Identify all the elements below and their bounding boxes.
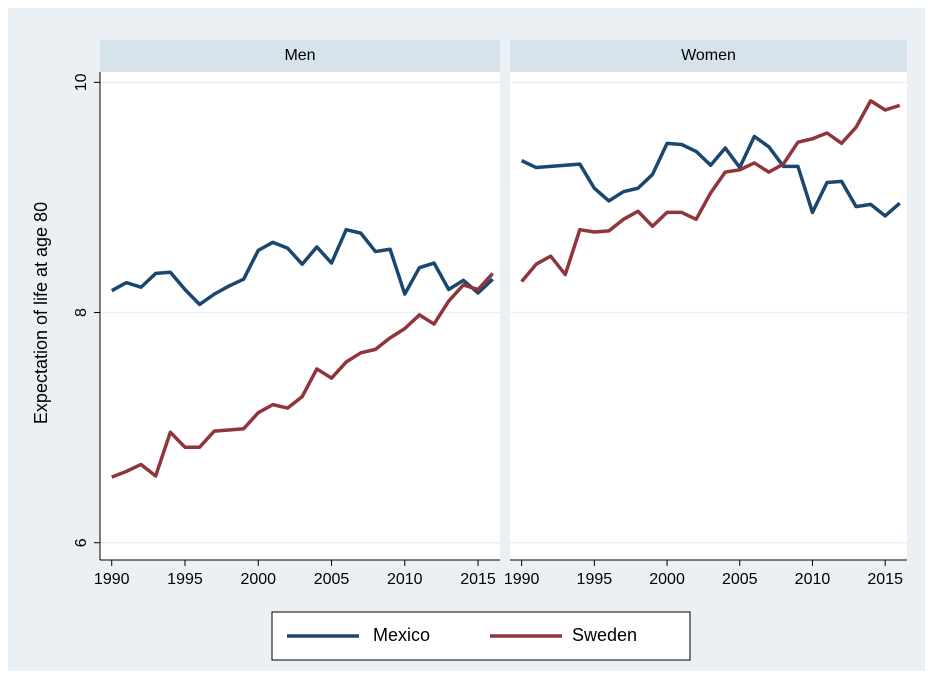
series-line <box>110 227 494 307</box>
x-tick-label: 2010 <box>795 571 831 588</box>
x-tick-label: 1995 <box>167 571 203 588</box>
y-tick-label: 6 <box>73 538 90 547</box>
panel-header <box>510 40 907 72</box>
x-tick-label: 2000 <box>649 571 685 588</box>
legend-label: Mexico <box>373 625 430 645</box>
series-line <box>520 134 901 218</box>
series-line <box>520 99 901 283</box>
x-tick-label: 1995 <box>577 571 613 588</box>
y-tick-label: 8 <box>73 308 90 317</box>
x-tick-label: 2000 <box>240 571 276 588</box>
y-axis-label: Expectation of life at age 80 <box>31 202 51 424</box>
panel-header <box>100 40 500 72</box>
legend-label: Sweden <box>572 625 637 645</box>
series-line <box>111 272 494 479</box>
panel-title: Men <box>284 47 315 64</box>
x-tick-label: 1990 <box>504 571 540 588</box>
panel-title: Women <box>681 47 736 64</box>
x-tick-label: 2010 <box>387 571 423 588</box>
y-tick-label: 10 <box>73 73 90 91</box>
x-tick-label: 2015 <box>460 571 496 588</box>
x-tick-label: 2015 <box>867 571 903 588</box>
x-tick-label: 2005 <box>722 571 758 588</box>
plot-area <box>510 72 907 560</box>
x-tick-label: 2005 <box>314 571 350 588</box>
plot-area <box>100 72 500 560</box>
x-tick-label: 1990 <box>94 571 130 588</box>
